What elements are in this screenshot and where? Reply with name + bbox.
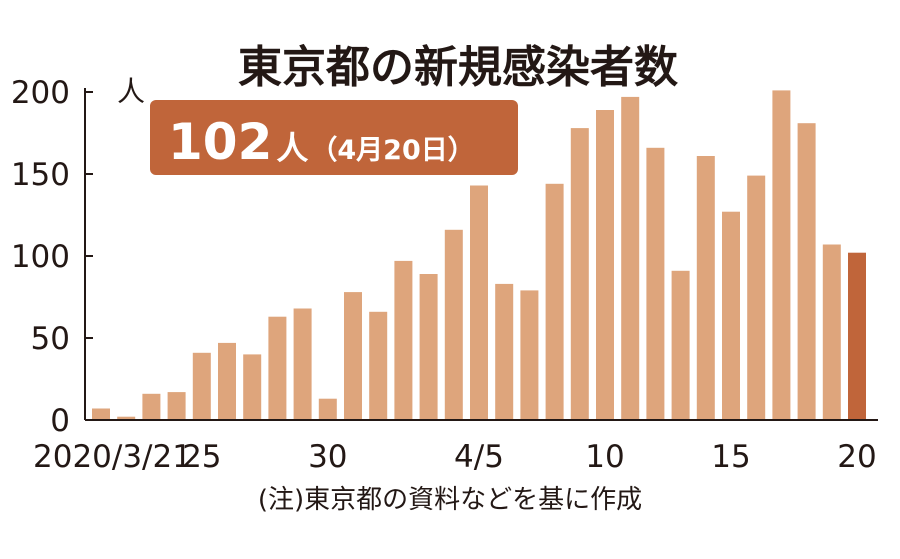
bar-3-27 [243,354,262,420]
source-note: (注)東京都の資料などを基に作成 [258,485,642,515]
bar-3-30 [318,398,337,420]
chart-title: 東京都の新規感染者数 [238,42,678,93]
callout-box: 102 人（4月20日） [150,100,518,175]
x-tick-label: 2020/3/21 [33,439,192,475]
bar-4-15 [722,211,740,420]
bar-4-8 [545,183,564,420]
y-axis-unit-label: 人 [117,75,145,108]
x-tick-label: 20 [837,439,876,475]
bar-4-9 [570,128,589,420]
callout-text: 102 人（4月20日） [168,113,475,171]
y-axis-ticks: 200 150 100 50 0 [11,75,70,439]
bar-4-4 [444,229,463,420]
callout-value: 102 [168,113,272,171]
bar-4-7 [520,290,539,420]
bar-series [92,90,866,421]
bar-4-1 [369,311,388,420]
y-axis-tick-marks [85,91,93,421]
bar-4-14 [696,156,715,420]
callout-date: （4月20日） [310,135,474,166]
bar-3-28 [268,316,287,420]
bar-4-11 [621,96,640,421]
bar-4-2 [394,260,413,420]
bar-4-3 [419,274,438,420]
y-tick-label-100: 100 [11,239,70,275]
bar-4-17 [772,90,791,421]
x-tick-label: 25 [182,439,221,475]
bar-3-24 [167,392,186,420]
bar-4-19 [822,244,841,420]
bar-3-25 [192,352,211,420]
bar-4-18 [797,123,816,420]
bar-4-12 [646,147,665,421]
bar-3-31 [344,292,362,420]
bar-3-22 [117,416,136,420]
callout-unit: 人 [276,129,308,167]
callout-background [150,100,518,175]
y-tick-label-200: 200 [11,75,70,111]
bar-4-6 [495,283,514,420]
y-tick-label-50: 50 [31,321,70,357]
x-tick-label: 4/5 [454,439,504,475]
bar-3-23 [142,393,161,420]
bar-4-16 [747,175,766,420]
y-tick-label-0: 0 [50,403,70,439]
bar-3-29 [293,308,312,420]
bar-3-21 [92,408,110,420]
y-tick-label-150: 150 [11,157,70,193]
bar-4-13 [671,270,690,420]
x-tick-label: 15 [711,439,750,475]
bar-4-10 [596,110,614,420]
bar-4-5 [470,185,488,420]
bar-3-26 [218,342,236,420]
bar-4-20 [848,252,866,420]
x-tick-label: 10 [585,439,624,475]
x-tick-label: 30 [308,439,347,475]
